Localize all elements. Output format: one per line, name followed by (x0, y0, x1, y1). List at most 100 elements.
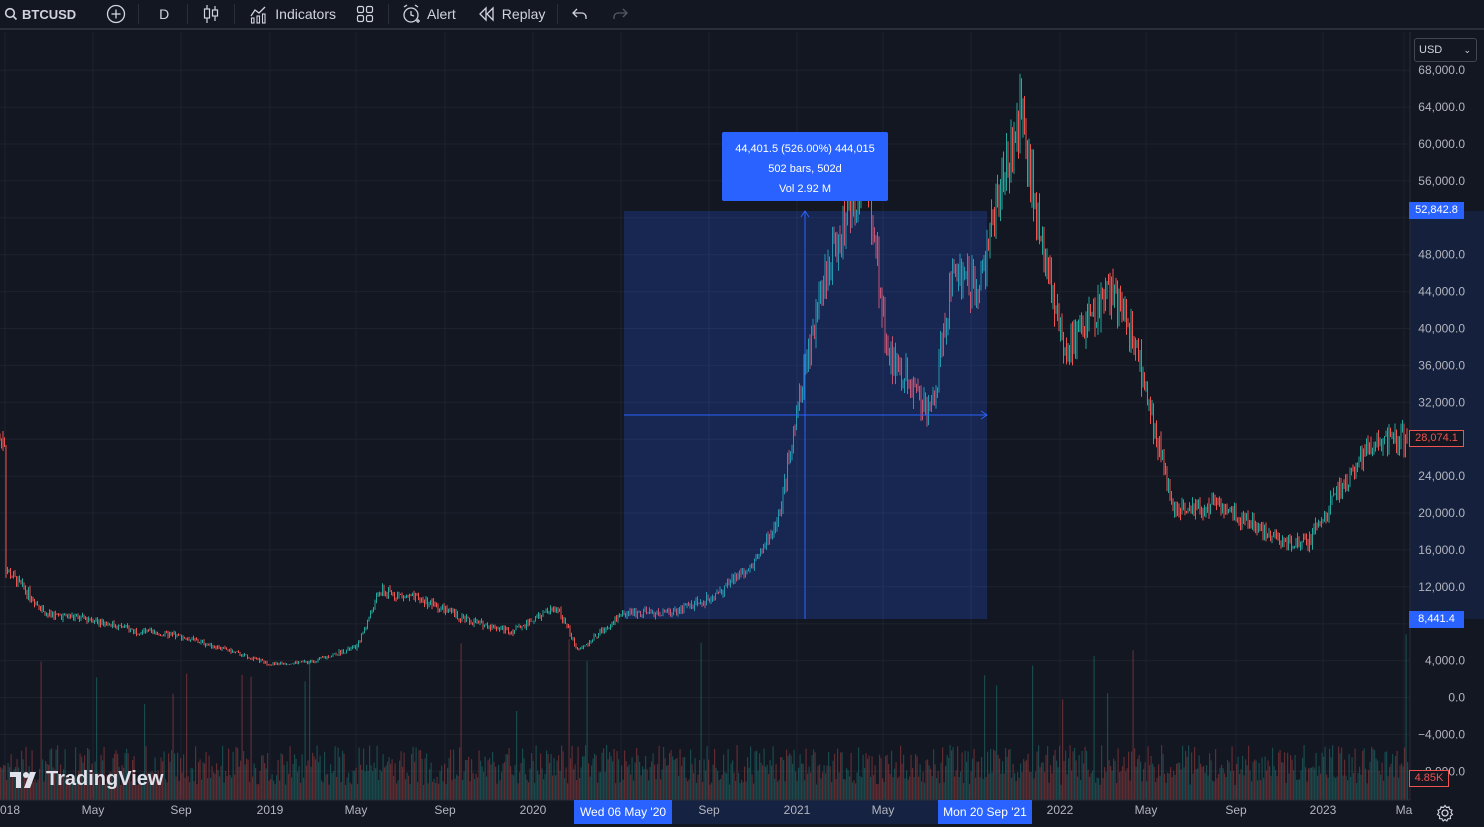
volume-bar (823, 765, 825, 800)
price-axis-label: −4,000.0 (1418, 727, 1465, 741)
volume-bar (639, 761, 641, 800)
volume-bar (1206, 765, 1208, 800)
volume-bar (957, 746, 959, 800)
volume-bar (390, 763, 392, 800)
compare-button[interactable] (84, 0, 138, 29)
volume-bar (1161, 745, 1163, 800)
volume-bar (724, 772, 726, 800)
volume-bar (858, 747, 860, 800)
chart-type-button[interactable] (188, 0, 234, 29)
volume-bar (282, 754, 284, 800)
volume-bar (619, 782, 621, 800)
volume-bar (1299, 779, 1301, 800)
volume-bar (1276, 776, 1278, 800)
volume-bar (1216, 778, 1218, 800)
volume-bar (861, 777, 863, 800)
volume-bar (933, 749, 935, 800)
volume-bar (1318, 765, 1320, 800)
volume-bar (10, 754, 12, 800)
volume-bar (201, 779, 203, 800)
volume-bar (1210, 760, 1212, 800)
volume-bar (525, 774, 527, 800)
volume-bar (178, 781, 180, 800)
volume-bar (900, 745, 902, 800)
volume-bar (1036, 751, 1038, 800)
volume-bar (246, 758, 248, 800)
volume-bar (903, 754, 905, 800)
volume-bar (430, 762, 432, 800)
volume-bar (717, 770, 719, 800)
undo-button[interactable] (558, 0, 602, 29)
volume-bar (40, 661, 42, 800)
volume-bar (177, 752, 179, 800)
volume-bar (681, 766, 683, 800)
volume-bar (412, 746, 414, 800)
volume-bar (376, 745, 378, 800)
volume-bar (99, 778, 101, 800)
volume-bar (442, 781, 444, 800)
volume-bar (451, 780, 453, 800)
volume-bar (852, 782, 854, 800)
volume-bar (747, 757, 749, 800)
redo-button[interactable] (602, 0, 638, 29)
volume-bar (1060, 784, 1062, 800)
range-high-price-label: 52,842.8 (1409, 202, 1464, 219)
volume-bar (81, 756, 83, 800)
currency-select[interactable]: USD ⌄ (1414, 38, 1477, 62)
interval-button[interactable]: D (139, 0, 187, 29)
volume-bar (577, 746, 579, 800)
volume-bar (1314, 768, 1316, 800)
divider (388, 4, 389, 24)
volume-bar (1183, 767, 1185, 800)
volume-bar (1125, 771, 1127, 800)
volume-bar (240, 760, 242, 800)
volume-bar (1102, 777, 1104, 800)
volume-bar (273, 780, 275, 800)
volume-bar (1320, 773, 1322, 800)
volume-bar (450, 749, 452, 800)
volume-bar (223, 782, 225, 800)
volume-bar (802, 763, 804, 800)
volume-bar (1116, 783, 1118, 800)
volume-bar (742, 782, 744, 800)
volume-bar (487, 760, 489, 800)
volume-bar (403, 752, 405, 800)
volume-bar (1141, 781, 1143, 800)
volume-bar (187, 776, 189, 800)
layouts-button[interactable] (348, 0, 388, 29)
volume-bar (901, 763, 903, 800)
volume-bar (162, 761, 164, 800)
volume-bar (516, 711, 518, 800)
volume-bar (426, 753, 428, 800)
volume-bar (1105, 772, 1107, 800)
volume-bar (15, 766, 17, 800)
volume-bar (1015, 781, 1017, 800)
volume-bar (1147, 746, 1149, 800)
volume-bar (834, 753, 836, 800)
volume-bar (1122, 766, 1124, 800)
alert-button[interactable]: Alert (389, 0, 468, 29)
volume-bar (1353, 772, 1355, 800)
price-chart[interactable]: 68,000.0 64,000.0 60,000.0 56,000.0 48,000.0… (0, 32, 1484, 827)
volume-bar (130, 781, 132, 800)
tradingview-logo[interactable]: TradingView (10, 768, 163, 791)
volume-bar (946, 755, 948, 800)
volume-bar (976, 761, 978, 800)
volume-bar (1072, 751, 1074, 800)
volume-bar (235, 746, 237, 800)
volume-bar (33, 781, 35, 800)
volume-bar (1296, 779, 1298, 800)
volume-bar (585, 745, 587, 800)
indicators-button[interactable]: Indicators (235, 0, 348, 29)
symbol-search[interactable]: BTCUSD (0, 0, 84, 29)
volume-bar (514, 764, 516, 800)
volume-bar (138, 784, 140, 800)
volume-bar (726, 773, 728, 800)
volume-bar (315, 759, 317, 800)
volume-bar (495, 766, 497, 800)
volume-bar (48, 765, 50, 800)
volume-bar (531, 753, 533, 800)
chart-settings-button[interactable] (1436, 804, 1454, 825)
volume-bar (972, 758, 974, 800)
replay-button[interactable]: Replay (468, 0, 558, 29)
